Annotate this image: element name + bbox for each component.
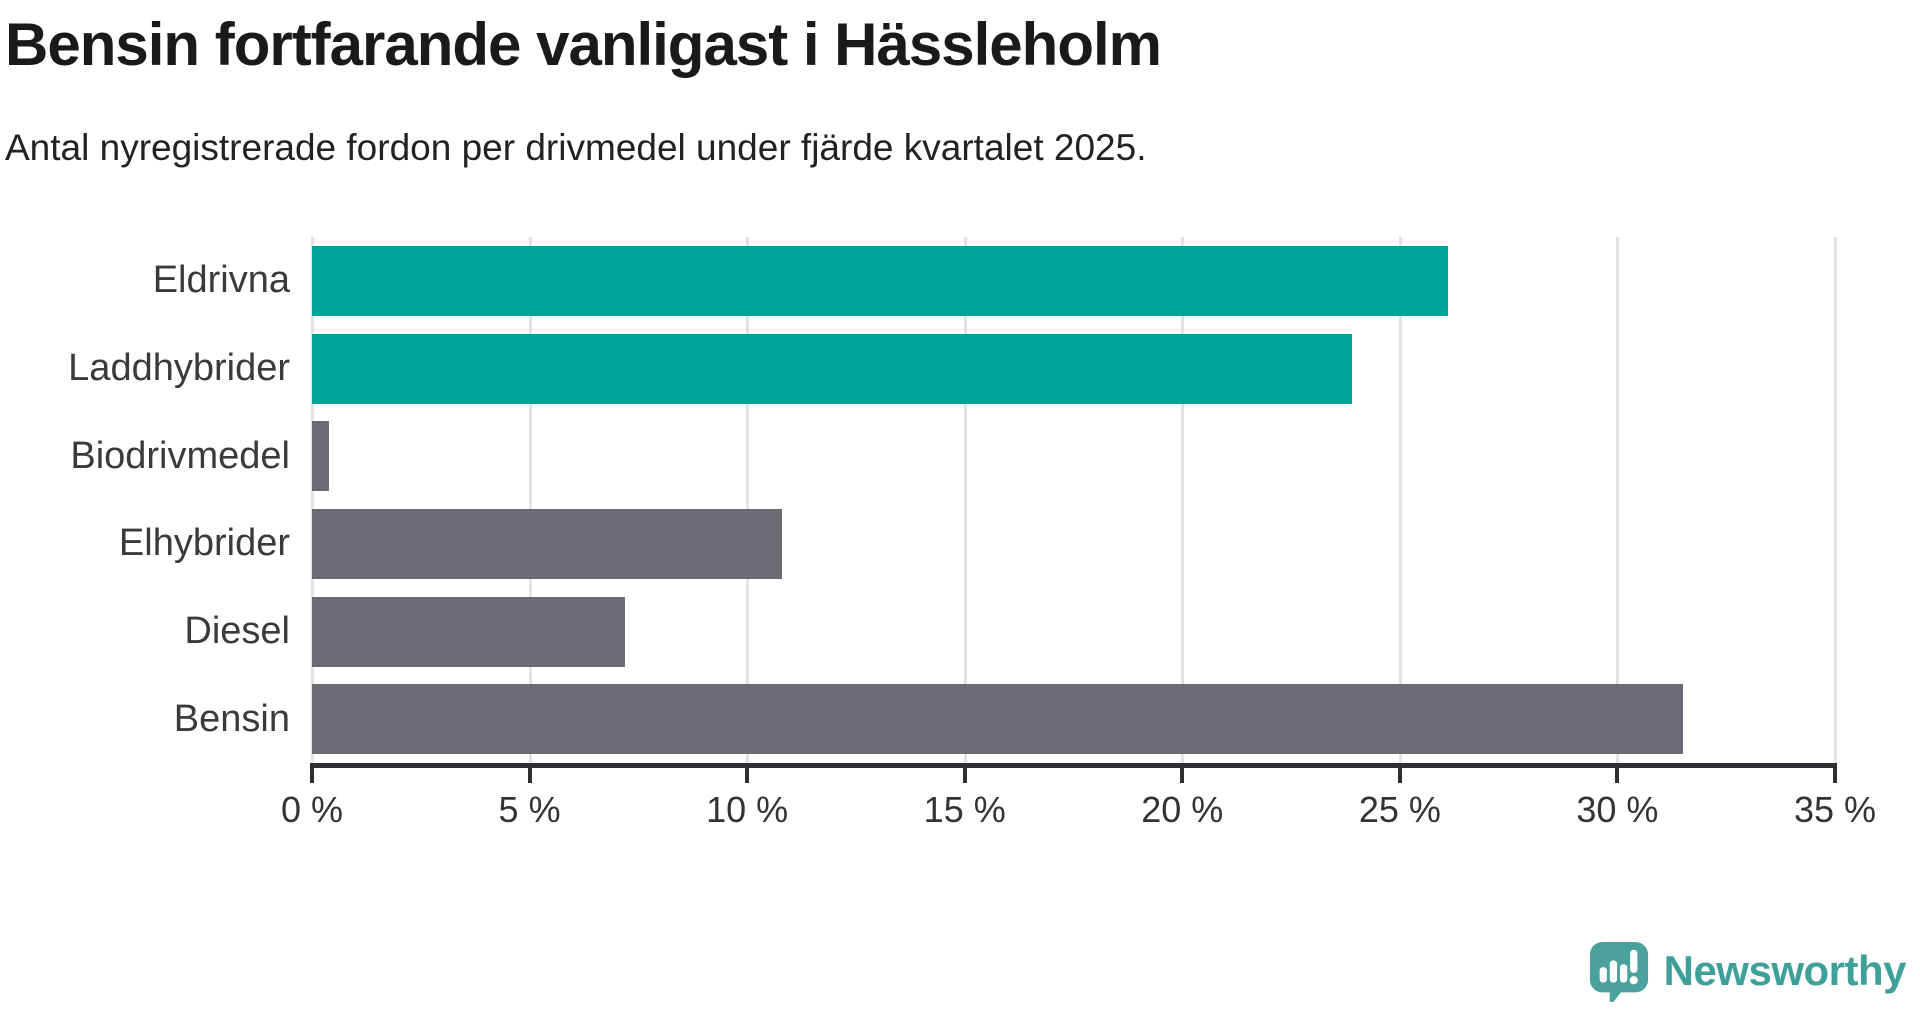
gridline-10 — [746, 237, 750, 763]
x-tick-20 — [1180, 768, 1185, 783]
bar-row-laddhybrider — [312, 325, 1835, 413]
category-axis: Eldrivna Laddhybrider Biodrivmedel Elhybrid… — [0, 237, 290, 763]
gridline-35 — [1834, 237, 1837, 763]
x-tick-label-5: 5 % — [498, 789, 561, 830]
x-tick-label-15: 15 % — [923, 789, 1006, 830]
bar-laddhybrider — [312, 333, 1352, 404]
newsworthy-logo: Newsworthy — [1588, 940, 1907, 1002]
bar-row-eldrivna — [312, 237, 1835, 325]
bar-row-bensin — [312, 675, 1835, 763]
gridline-30 — [1616, 237, 1620, 763]
x-tick-5 — [527, 768, 532, 783]
category-label-bensin: Bensin — [173, 697, 290, 740]
x-tick-label-35: 35 % — [1793, 789, 1877, 830]
plot-area: 0 % 5 % 10 % 15 % 20 % 25 % 30 % 35 % — [281, 237, 1876, 830]
x-tick-10 — [745, 768, 750, 783]
x-tick-30 — [1615, 768, 1620, 783]
bar-biodrivmedel — [312, 421, 330, 492]
gridline-20 — [1181, 237, 1185, 763]
bars-container — [312, 237, 1835, 763]
x-tick-label-10: 10 % — [706, 789, 789, 830]
newsworthy-logo-icon — [1589, 941, 1648, 1002]
gridline-5 — [528, 237, 532, 763]
bar-bensin — [312, 684, 1683, 755]
chart-subtitle: Antal nyregistrerade fordon per drivmede… — [5, 127, 1147, 168]
bar-diesel — [312, 596, 626, 667]
bar-row-diesel — [312, 588, 1835, 676]
bar-row-elhybrider — [312, 500, 1835, 588]
category-label-diesel: Diesel — [184, 610, 290, 653]
bar-chart: Eldrivna Laddhybrider Biodrivmedel Elhybrid… — [0, 237, 1920, 837]
x-tick-label-30: 30 % — [1576, 789, 1659, 830]
bar-row-biodrivmedel — [312, 412, 1835, 500]
x-tick-label-20: 20 % — [1141, 789, 1224, 830]
gridline-15 — [963, 237, 967, 763]
x-tick-label-0: 0 % — [280, 789, 344, 830]
gridline-0 — [311, 237, 314, 763]
category-label-eldrivna: Eldrivna — [152, 259, 290, 302]
chart-title: Bensin fortfarande vanligast i Hässlehol… — [5, 11, 1162, 78]
x-axis-line — [310, 763, 1837, 768]
x-tick-25 — [1397, 768, 1402, 783]
x-tick-15 — [962, 768, 967, 783]
category-label-elhybrider: Elhybrider — [118, 522, 290, 565]
category-label-laddhybrider: Laddhybrider — [68, 347, 290, 389]
bar-eldrivna — [312, 245, 1448, 316]
x-tick-0 — [310, 768, 314, 783]
gridline-25 — [1398, 237, 1402, 763]
x-tick-35 — [1833, 768, 1837, 783]
bar-elhybrider — [312, 508, 782, 579]
newsworthy-logo-text: Newsworthy — [1663, 947, 1907, 994]
category-label-biodrivmedel: Biodrivmedel — [70, 434, 290, 477]
x-tick-label-25: 25 % — [1358, 789, 1441, 830]
